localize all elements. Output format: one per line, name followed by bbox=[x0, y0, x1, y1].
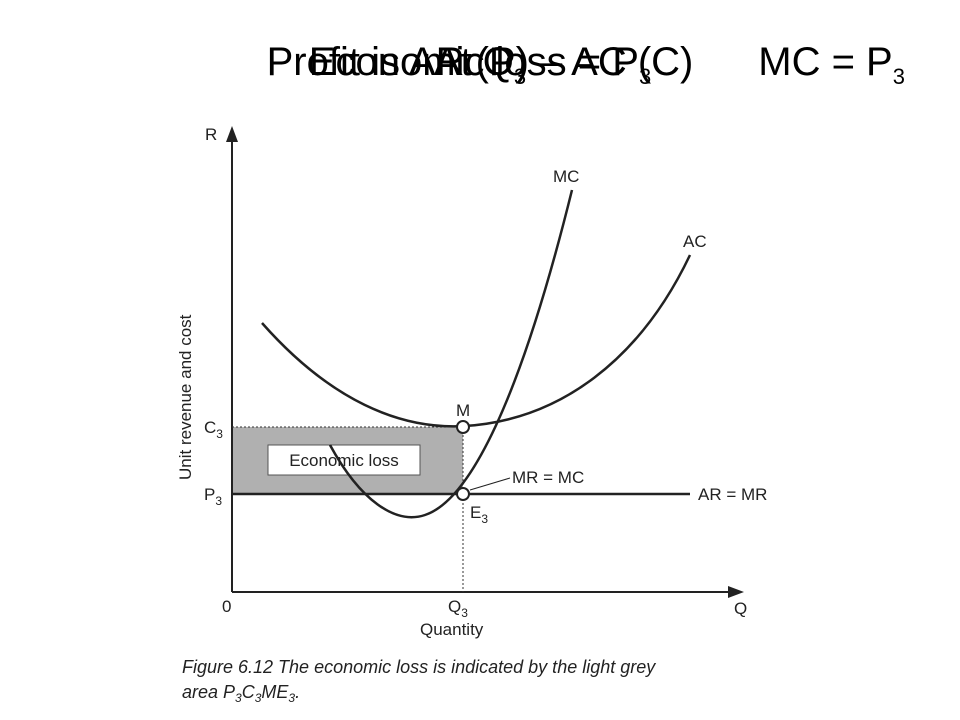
title: Economic loss = P3 bbox=[0, 40, 960, 90]
axis-label: R bbox=[205, 125, 217, 144]
mr-mc-label: MR = MC bbox=[512, 468, 584, 487]
caption-text: area bbox=[182, 682, 223, 702]
title-text: Economic loss = P bbox=[308, 40, 639, 84]
origin: 0 bbox=[222, 597, 231, 616]
ar-mr-label: AR = MR bbox=[698, 485, 767, 504]
title-text: At Q bbox=[433, 40, 514, 84]
caption-text: . bbox=[295, 682, 300, 702]
title-sub: 3 bbox=[638, 64, 652, 89]
sub: 3 bbox=[481, 512, 488, 526]
sub: 3 bbox=[288, 691, 295, 705]
mc-label: MC bbox=[553, 167, 579, 186]
title: Profit is AR (P) – AC (C) bbox=[0, 40, 960, 85]
arrow bbox=[728, 586, 744, 598]
loss-label: Economic loss bbox=[289, 451, 399, 470]
axis-label: Q bbox=[734, 599, 747, 618]
title: MC = P3 bbox=[0, 40, 905, 90]
q3-label: Q3 bbox=[448, 597, 468, 620]
x-label: Quantity bbox=[420, 620, 484, 639]
sub: 3 bbox=[215, 494, 222, 508]
e3-label: E3 bbox=[470, 503, 488, 526]
caption: Figure 6.12 The economic loss is indicat… bbox=[182, 657, 656, 677]
title-text: Profit is AR (P) – AC (C) bbox=[266, 40, 694, 84]
mc-curve bbox=[328, 189, 574, 519]
point-m bbox=[456, 420, 470, 434]
main: C bbox=[242, 682, 256, 702]
y-label: Unit revenue and cost bbox=[176, 314, 195, 480]
sub: 3 bbox=[216, 427, 223, 441]
c3-label: C3 bbox=[204, 418, 223, 441]
title-text: MC = P bbox=[758, 40, 893, 84]
sub: 3 bbox=[255, 691, 262, 705]
p3-label: P3 bbox=[204, 485, 222, 508]
title-sub: 3 bbox=[513, 64, 527, 89]
leader bbox=[469, 477, 511, 491]
m-label: M bbox=[456, 401, 470, 420]
main: P bbox=[223, 682, 235, 702]
caption: area P3C3ME3. bbox=[182, 682, 300, 705]
ac-curve bbox=[261, 254, 692, 428]
sub: 3 bbox=[461, 606, 468, 620]
title: At Q3 bbox=[0, 40, 960, 90]
main: E bbox=[470, 503, 481, 522]
main: Q bbox=[448, 597, 461, 616]
arrow bbox=[226, 126, 238, 142]
title-sub: 3 bbox=[892, 64, 905, 89]
sub: 3 bbox=[235, 691, 242, 705]
ac-label: AC bbox=[683, 232, 707, 251]
point-e3 bbox=[456, 487, 470, 501]
main: P bbox=[204, 485, 215, 504]
main: C bbox=[204, 418, 216, 437]
main: ME bbox=[261, 682, 289, 702]
